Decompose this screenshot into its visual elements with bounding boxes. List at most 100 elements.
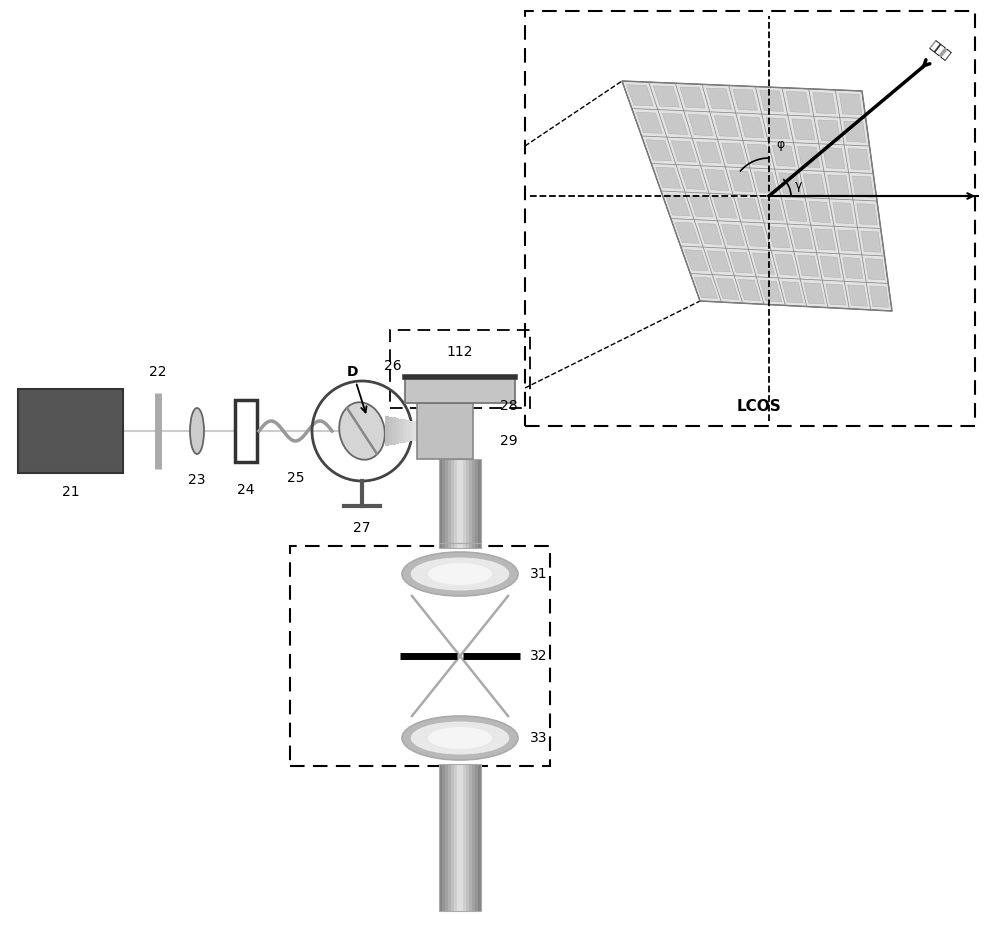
Polygon shape: [775, 254, 797, 276]
Bar: [457, 543, 460, 548]
Bar: [454, 764, 457, 911]
Polygon shape: [823, 147, 845, 169]
Bar: [405, 377, 515, 403]
Text: 33: 33: [530, 731, 548, 745]
Bar: [448, 543, 451, 548]
Polygon shape: [745, 225, 767, 247]
Text: 23: 23: [188, 473, 206, 487]
Text: φ: φ: [776, 138, 784, 151]
Polygon shape: [714, 115, 739, 137]
Ellipse shape: [190, 408, 204, 454]
Polygon shape: [815, 229, 836, 250]
Text: 112: 112: [447, 345, 473, 359]
Polygon shape: [813, 92, 836, 114]
Bar: [445, 459, 448, 543]
Polygon shape: [766, 118, 789, 139]
Bar: [290, 546, 550, 766]
Polygon shape: [828, 175, 849, 196]
Text: 26: 26: [384, 359, 402, 373]
Text: 24: 24: [237, 483, 255, 497]
Polygon shape: [818, 120, 840, 142]
Polygon shape: [865, 259, 885, 280]
Bar: [451, 459, 454, 543]
Polygon shape: [798, 255, 819, 277]
Polygon shape: [716, 278, 739, 300]
Ellipse shape: [402, 716, 518, 760]
Polygon shape: [848, 149, 870, 169]
Bar: [439, 459, 481, 543]
Polygon shape: [698, 223, 722, 245]
Bar: [439, 764, 442, 911]
Bar: [448, 459, 451, 543]
Bar: [439, 459, 442, 543]
Bar: [472, 543, 475, 548]
Bar: [385, 416, 389, 446]
Bar: [390, 330, 530, 408]
Bar: [466, 543, 469, 548]
Bar: [396, 418, 399, 444]
Text: LCOS: LCOS: [737, 399, 781, 414]
Polygon shape: [792, 119, 815, 140]
Bar: [460, 764, 463, 911]
Ellipse shape: [402, 552, 518, 596]
Polygon shape: [844, 121, 866, 142]
Bar: [472, 459, 475, 543]
Polygon shape: [861, 231, 881, 252]
Bar: [463, 543, 466, 548]
Polygon shape: [675, 223, 699, 243]
Text: 照明光: 照明光: [927, 38, 953, 62]
Bar: [466, 459, 469, 543]
Bar: [445, 543, 448, 548]
Polygon shape: [738, 279, 760, 301]
Bar: [417, 403, 473, 459]
Polygon shape: [646, 140, 672, 161]
Bar: [451, 543, 454, 548]
Polygon shape: [747, 144, 771, 166]
Polygon shape: [665, 195, 690, 216]
Polygon shape: [671, 141, 696, 162]
Polygon shape: [754, 171, 777, 193]
Polygon shape: [870, 286, 889, 307]
Bar: [454, 459, 457, 543]
Polygon shape: [761, 199, 784, 221]
Bar: [439, 543, 481, 548]
Text: 25: 25: [287, 471, 305, 485]
Polygon shape: [656, 168, 681, 188]
Polygon shape: [653, 86, 679, 107]
Bar: [399, 419, 403, 443]
Bar: [478, 459, 481, 543]
Text: 28: 28: [500, 399, 518, 413]
Polygon shape: [798, 146, 820, 168]
Ellipse shape: [411, 558, 509, 590]
Bar: [442, 543, 445, 548]
Polygon shape: [843, 258, 863, 278]
Polygon shape: [809, 201, 830, 223]
Bar: [454, 543, 457, 548]
Polygon shape: [791, 228, 813, 249]
Polygon shape: [697, 142, 721, 163]
Bar: [406, 420, 410, 442]
Polygon shape: [689, 196, 713, 217]
Bar: [460, 543, 463, 548]
Bar: [457, 459, 460, 543]
Bar: [389, 417, 392, 445]
Text: 22: 22: [149, 365, 167, 379]
Polygon shape: [833, 203, 854, 223]
Ellipse shape: [339, 402, 385, 460]
Text: 27: 27: [353, 521, 371, 535]
Polygon shape: [729, 170, 753, 192]
Ellipse shape: [411, 722, 509, 754]
Text: γ: γ: [795, 179, 802, 192]
Polygon shape: [826, 284, 846, 305]
Polygon shape: [622, 81, 892, 311]
Polygon shape: [785, 200, 807, 222]
Bar: [463, 459, 466, 543]
Text: 31: 31: [530, 567, 548, 581]
Polygon shape: [838, 230, 858, 251]
Polygon shape: [733, 89, 758, 111]
Bar: [478, 764, 481, 911]
Polygon shape: [852, 176, 873, 197]
Text: 29: 29: [500, 434, 518, 448]
Polygon shape: [804, 283, 824, 304]
Bar: [460, 459, 463, 543]
